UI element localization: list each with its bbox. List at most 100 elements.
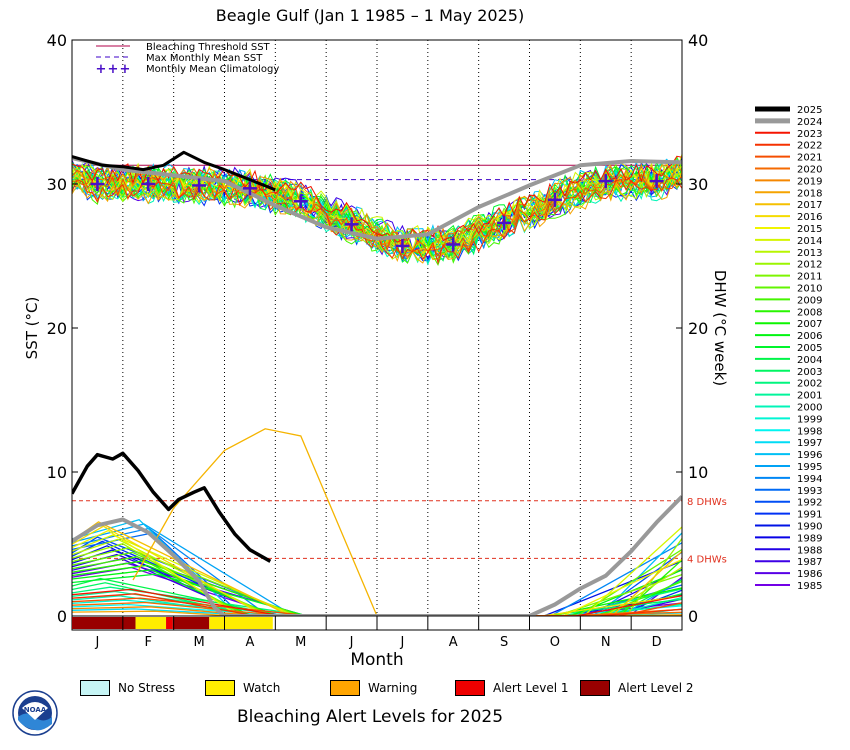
alert-legend-no-stress: No Stress [118, 681, 176, 695]
x-axis-label: Month [350, 650, 403, 670]
y-tick-label-right: 0 [688, 607, 698, 626]
climatology-marker [242, 181, 257, 196]
alert-levels-title: Bleaching Alert Levels for 2025 [236, 707, 504, 727]
year-legend-label-2013: 2013 [797, 248, 822, 259]
sst-line-1997 [72, 159, 682, 251]
year-legend-label-2011: 2011 [797, 272, 822, 283]
year-legend-label-1989: 1989 [797, 533, 822, 544]
legend-threshold-label: Bleaching Threshold SST [146, 42, 271, 53]
alert-legend-watch: Watch [243, 681, 281, 695]
y-axis-label-right: DHW (°C week) [711, 270, 729, 386]
year-legend-label-2009: 2009 [797, 295, 822, 306]
noaa-logo-text: NOAA [24, 706, 47, 714]
legend-climatology-label: Monthly Mean Climatology [146, 64, 279, 75]
alert-legend-alert2-swatch [580, 680, 610, 696]
year-legend-label-1991: 1991 [797, 510, 822, 521]
dhw-line-2005 [72, 573, 682, 616]
sst-line-2021 [72, 169, 682, 258]
legend-climatology-cross: + [96, 62, 107, 77]
month-tick-label: M [193, 635, 204, 650]
month-tick-label: J [399, 635, 404, 650]
alert-bar-segment [72, 617, 136, 629]
dhw-line-2023 [72, 588, 682, 616]
alert-legend-watch-swatch [205, 680, 235, 696]
y-tick-label-right: 10 [688, 463, 708, 482]
climatology-marker [598, 174, 613, 189]
month-tick-label: M [295, 635, 306, 650]
month-tick-label: A [449, 635, 458, 650]
dhw-line-2001 [72, 590, 682, 616]
year-legend-label-2018: 2018 [797, 188, 822, 199]
alert-bar-segment [209, 617, 273, 629]
climatology-marker [395, 238, 410, 253]
year-legend-label-2025: 2025 [797, 105, 822, 116]
climatology-marker [90, 177, 105, 191]
sst-line-2020 [72, 161, 682, 254]
year-legend-label-2002: 2002 [797, 379, 822, 390]
dhw-line-2022 [72, 593, 682, 616]
dhw-line-2021 [72, 597, 682, 616]
y-tick-label-left: 30 [47, 175, 67, 194]
year-legend-label-2024: 2024 [797, 117, 822, 128]
year-legend-label-2014: 2014 [797, 236, 822, 247]
month-tick-label: A [245, 635, 254, 650]
dhw-line-2016 [72, 525, 682, 616]
year-legend-label-2022: 2022 [797, 141, 822, 152]
dhw-line-2010 [72, 548, 682, 616]
y-tick-label-right: 30 [688, 175, 708, 194]
year-legend-label-1997: 1997 [797, 438, 822, 449]
dhw-line-2020 [72, 601, 682, 616]
dhw-reference-label: 4 DHWs [687, 554, 727, 565]
year-legend-label-1992: 1992 [797, 498, 822, 509]
climatology-marker [293, 194, 308, 209]
dhw-line-1998-event [132, 428, 378, 616]
year-legend-label-2020: 2020 [797, 165, 822, 176]
sst-line-2025 [72, 150, 276, 192]
month-tick-label: S [500, 635, 508, 650]
year-legend-label-1988: 1988 [797, 545, 822, 556]
alert-bar-segment [172, 617, 210, 629]
climatology-marker [497, 215, 512, 230]
year-legend-label-2017: 2017 [797, 200, 822, 211]
alert-legend-warning-swatch [330, 680, 360, 696]
year-legend-label-1990: 1990 [797, 522, 822, 533]
sst-line-2009 [72, 179, 682, 266]
sst-line-2018 [72, 181, 682, 264]
year-legend-label-2015: 2015 [797, 224, 822, 235]
y-tick-label-right: 20 [688, 319, 708, 338]
dhw-line-2013 [72, 538, 682, 616]
alert-legend-no-stress-swatch [80, 680, 110, 696]
y-tick-label-right: 40 [688, 31, 708, 50]
alert-bar-segment [166, 617, 173, 629]
month-tick-label: J [349, 635, 354, 650]
legend-climatology-cross: + [120, 62, 131, 77]
year-legend-label-2000: 2000 [797, 403, 822, 414]
y-axis-label-left: SST (°C) [23, 297, 41, 360]
climatology-marker [141, 177, 156, 191]
year-legend-label-2016: 2016 [797, 212, 822, 223]
dhw-line-2025 [72, 451, 272, 563]
year-legend-label-1999: 1999 [797, 414, 822, 425]
alert-legend-warning: Warning [368, 681, 418, 695]
dhw-line-1990 [72, 545, 682, 616]
climatology-marker [649, 174, 664, 189]
chart-title: Beagle Gulf (Jan 1 1985 – 1 May 2025) [215, 6, 525, 25]
year-legend-label-2023: 2023 [797, 129, 822, 140]
alert-bar-segment [135, 617, 167, 629]
year-legend-label-2005: 2005 [797, 343, 822, 354]
month-tick-label: O [550, 635, 560, 650]
year-legend-label-1987: 1987 [797, 557, 822, 568]
year-legend-label-2019: 2019 [797, 176, 822, 187]
sst-line-2016 [72, 167, 682, 255]
year-legend-label-1986: 1986 [797, 569, 822, 580]
sst-line-2017 [72, 170, 682, 256]
year-legend-label-2006: 2006 [797, 331, 822, 342]
y-tick-label-left: 40 [47, 31, 67, 50]
year-legend-label-2021: 2021 [797, 153, 822, 164]
year-legend-label-1993: 1993 [797, 486, 822, 497]
year-legend-label-1994: 1994 [797, 474, 822, 485]
y-tick-label-left: 20 [47, 319, 67, 338]
dhw-line-2014 [72, 526, 682, 616]
alert-legend-alert1: Alert Level 1 [493, 681, 569, 695]
